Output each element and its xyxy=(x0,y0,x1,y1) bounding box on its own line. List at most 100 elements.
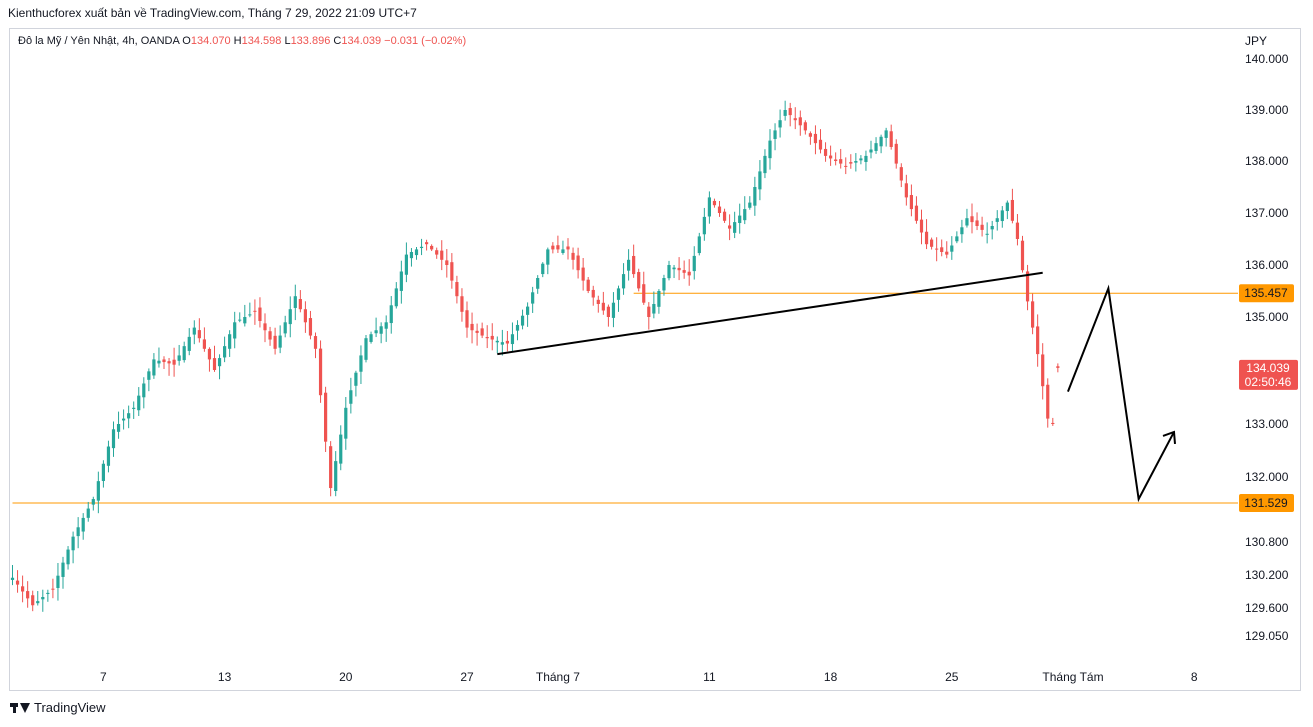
candle-body xyxy=(586,279,590,291)
y-tick-label: 130.800 xyxy=(1245,535,1289,549)
candle-body xyxy=(930,239,934,247)
high-value: 134.598 xyxy=(241,35,282,47)
candle-body xyxy=(955,236,959,242)
candle-body xyxy=(541,263,545,275)
candle-body xyxy=(81,517,85,532)
candle-body xyxy=(515,324,520,331)
candle-body xyxy=(803,122,807,131)
candle-body xyxy=(207,348,212,360)
candle-body xyxy=(329,446,333,489)
candle-body xyxy=(359,355,363,372)
candle-body xyxy=(919,219,924,233)
candle-body xyxy=(76,527,80,537)
horizontal-levels xyxy=(12,292,1238,504)
candle-body xyxy=(652,304,656,314)
candle-body xyxy=(692,255,696,272)
candle-body xyxy=(419,246,424,249)
candle-body xyxy=(414,249,419,256)
candle-body xyxy=(1015,222,1020,239)
candle-body xyxy=(233,322,237,339)
close-label: C xyxy=(333,35,342,47)
candle-body xyxy=(1025,271,1030,302)
candle-body xyxy=(758,171,762,190)
candle-body xyxy=(217,358,222,367)
candle-body xyxy=(899,167,903,181)
x-tick-label: Tháng 7 xyxy=(536,670,580,684)
projection-line[interactable] xyxy=(1067,284,1175,503)
symbol-label: Đô la Mỹ / Yên Nhật, 4h, OANDA xyxy=(18,35,180,47)
candle-body xyxy=(849,162,853,164)
candle-body xyxy=(132,407,136,409)
level-price-tag-text: 131.529 xyxy=(1244,496,1288,510)
candle-body xyxy=(389,305,393,324)
candle-body xyxy=(86,508,90,518)
candle-body xyxy=(793,118,797,121)
candle-body xyxy=(122,418,126,421)
candle-body xyxy=(773,130,777,139)
candle-body xyxy=(111,429,116,449)
candle-body xyxy=(985,233,989,235)
candle-body xyxy=(571,252,575,260)
candle-body xyxy=(409,252,414,259)
candle-body xyxy=(702,216,706,235)
candle-body xyxy=(778,120,782,128)
tradingview-footer[interactable]: TradingView xyxy=(10,700,106,715)
x-tick-label: 13 xyxy=(218,670,232,684)
candle-body xyxy=(182,346,186,361)
y-tick-label: 135.000 xyxy=(1245,310,1289,324)
candle-body xyxy=(869,149,873,153)
candle-body xyxy=(116,424,121,432)
candle-body xyxy=(374,330,378,334)
candle-body xyxy=(950,245,954,252)
candle-body xyxy=(531,292,535,304)
y-tick-label: 133.000 xyxy=(1245,417,1289,431)
last-price-tag xyxy=(1239,359,1298,390)
candle-body xyxy=(520,315,525,326)
candle-body xyxy=(677,267,681,271)
candle-body xyxy=(404,254,408,275)
candle-body xyxy=(273,335,277,349)
candle-body xyxy=(1046,384,1050,419)
open-label: O xyxy=(182,35,191,47)
x-tick-label: 27 xyxy=(460,670,474,684)
y-tick-label: 129.600 xyxy=(1245,601,1289,615)
candle-body xyxy=(147,371,151,380)
high-label: H xyxy=(233,35,242,47)
publisher-caption: Kienthucforex xuất bản về TradingView.co… xyxy=(8,6,417,20)
candle-body xyxy=(637,272,641,289)
candle-body xyxy=(293,296,297,308)
candle-body xyxy=(556,245,560,250)
candle-body xyxy=(31,595,35,606)
x-tick-label: 11 xyxy=(703,670,716,684)
candle-body xyxy=(490,335,494,340)
candle-body xyxy=(1041,354,1045,387)
candle-body xyxy=(475,330,479,333)
candle-body xyxy=(96,481,100,501)
candle-body xyxy=(445,260,449,265)
candle-body xyxy=(889,131,893,147)
candle-body xyxy=(197,330,201,339)
candle-body xyxy=(748,202,752,208)
candle-body xyxy=(10,577,15,580)
candle-body xyxy=(743,209,747,221)
candle-body xyxy=(450,262,454,281)
candle-body xyxy=(763,155,767,174)
candle-body xyxy=(369,334,373,342)
x-tick-label: 18 xyxy=(824,670,838,684)
candle-body xyxy=(46,592,50,594)
candle-body xyxy=(435,250,439,255)
support-trendline[interactable] xyxy=(497,271,1043,356)
candle-body xyxy=(172,359,176,365)
candle-body xyxy=(672,267,676,270)
low-label: L xyxy=(284,35,291,47)
candle-body xyxy=(288,309,292,325)
candle-body xyxy=(808,133,812,137)
candle-body xyxy=(15,580,20,585)
candle-body xyxy=(470,323,474,331)
level-price-tag-text: 135.457 xyxy=(1244,286,1288,300)
candle-body xyxy=(536,278,540,289)
candle-body xyxy=(61,562,65,577)
candle-body xyxy=(384,322,388,329)
candle-body xyxy=(283,322,287,334)
